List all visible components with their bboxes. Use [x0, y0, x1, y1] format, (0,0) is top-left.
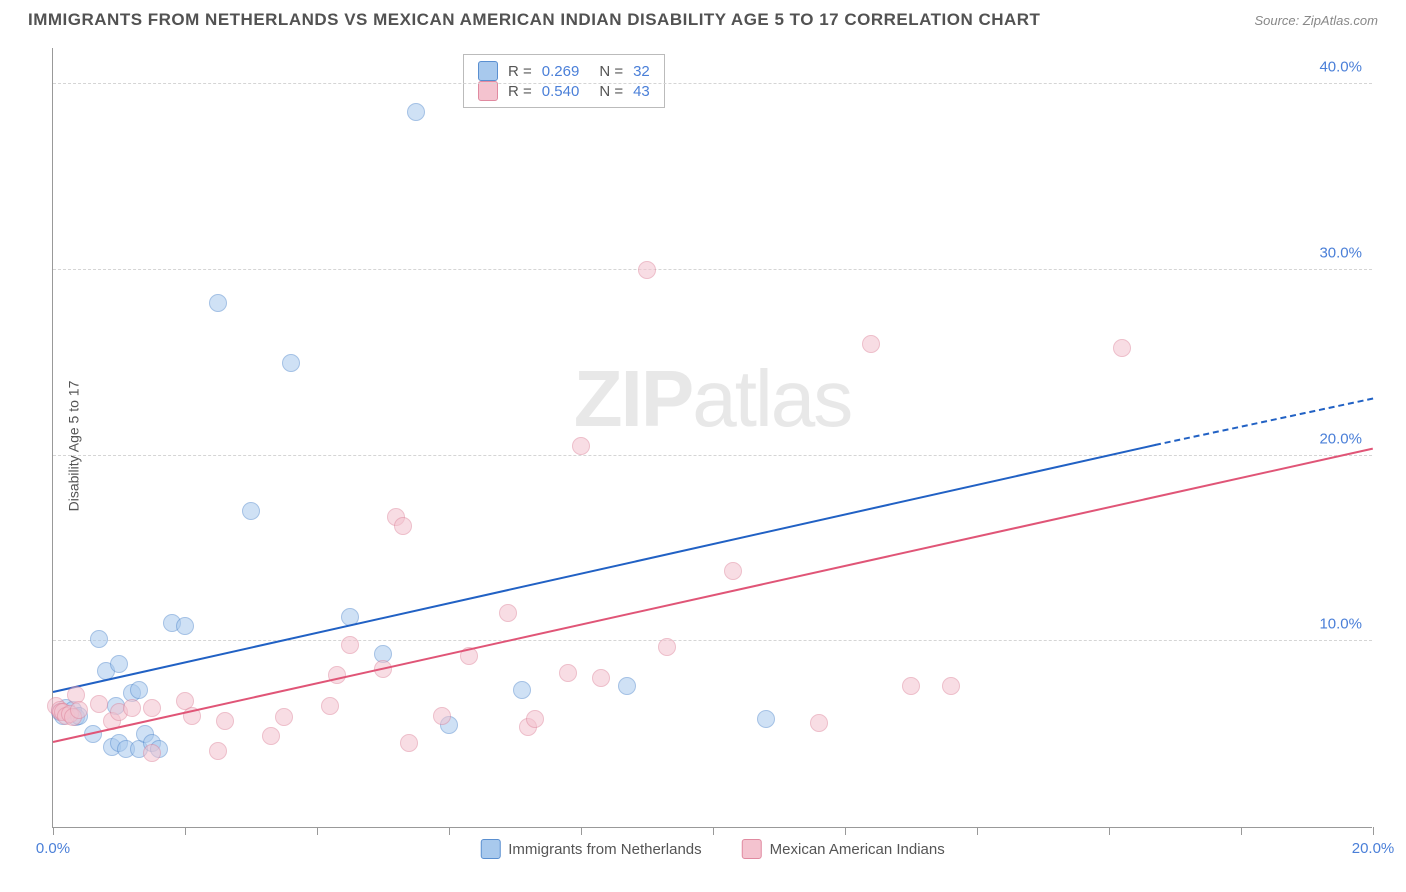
series-label: Mexican American Indians — [770, 841, 945, 858]
r-value: 0.540 — [542, 83, 580, 100]
y-tick-label: 20.0% — [1319, 430, 1362, 447]
data-point — [70, 701, 88, 719]
x-tick — [845, 827, 846, 835]
legend-swatch — [742, 839, 762, 859]
n-label: N = — [599, 63, 623, 80]
data-point — [110, 655, 128, 673]
n-value: 32 — [633, 63, 650, 80]
data-point — [513, 681, 531, 699]
series-legend-item: Immigrants from Netherlands — [480, 839, 701, 859]
data-point — [176, 617, 194, 635]
data-point — [282, 354, 300, 372]
r-value: 0.269 — [542, 63, 580, 80]
gridline — [53, 640, 1372, 641]
data-point — [275, 708, 293, 726]
x-tick-label: 20.0% — [1352, 840, 1395, 857]
r-label: R = — [508, 63, 532, 80]
watermark-rest: atlas — [692, 354, 851, 443]
data-point — [143, 699, 161, 717]
data-point — [242, 502, 260, 520]
data-point — [433, 707, 451, 725]
data-point — [559, 664, 577, 682]
data-point — [572, 437, 590, 455]
gridline — [53, 269, 1372, 270]
watermark: ZIPatlas — [574, 353, 851, 445]
x-tick — [449, 827, 450, 835]
series-legend-item: Mexican American Indians — [742, 839, 945, 859]
data-point — [209, 294, 227, 312]
source-attribution: Source: ZipAtlas.com — [1254, 13, 1378, 28]
data-point — [209, 742, 227, 760]
trend-line — [53, 448, 1373, 743]
source-prefix: Source: — [1254, 13, 1302, 28]
data-point — [862, 335, 880, 353]
y-tick-label: 30.0% — [1319, 244, 1362, 261]
stats-legend: R = 0.269 N = 32 R = 0.540 N = 43 — [463, 54, 665, 108]
data-point — [130, 681, 148, 699]
data-point — [638, 261, 656, 279]
data-point — [724, 562, 742, 580]
x-tick — [53, 827, 54, 835]
gridline — [53, 455, 1372, 456]
data-point — [618, 677, 636, 695]
data-point — [902, 677, 920, 695]
r-label: R = — [508, 83, 532, 100]
x-tick — [1373, 827, 1374, 835]
x-tick — [1241, 827, 1242, 835]
series-legend: Immigrants from Netherlands Mexican Ameri… — [480, 839, 945, 859]
data-point — [262, 727, 280, 745]
legend-swatch — [478, 61, 498, 81]
x-tick — [317, 827, 318, 835]
x-tick — [713, 827, 714, 835]
y-tick-label: 10.0% — [1319, 616, 1362, 633]
data-point — [321, 697, 339, 715]
data-point — [341, 636, 359, 654]
data-point — [658, 638, 676, 656]
data-point — [216, 712, 234, 730]
data-point — [526, 710, 544, 728]
data-point — [757, 710, 775, 728]
data-point — [810, 714, 828, 732]
data-point — [394, 517, 412, 535]
data-point — [499, 604, 517, 622]
data-point — [143, 744, 161, 762]
x-tick — [977, 827, 978, 835]
x-tick — [581, 827, 582, 835]
trend-line — [53, 444, 1156, 693]
y-tick-label: 40.0% — [1319, 59, 1362, 76]
gridline — [53, 83, 1372, 84]
n-label: N = — [599, 83, 623, 100]
data-point — [592, 669, 610, 687]
watermark-bold: ZIP — [574, 354, 692, 443]
x-tick — [185, 827, 186, 835]
stats-legend-row: R = 0.269 N = 32 — [478, 61, 650, 81]
n-value: 43 — [633, 83, 650, 100]
data-point — [942, 677, 960, 695]
chart-title: IMMIGRANTS FROM NETHERLANDS VS MEXICAN A… — [28, 10, 1040, 30]
data-point — [1113, 339, 1131, 357]
data-point — [400, 734, 418, 752]
x-tick-label: 0.0% — [36, 840, 70, 857]
legend-swatch — [480, 839, 500, 859]
data-point — [90, 630, 108, 648]
x-tick — [1109, 827, 1110, 835]
data-point — [123, 699, 141, 717]
data-point — [407, 103, 425, 121]
source-name: ZipAtlas.com — [1303, 13, 1378, 28]
series-label: Immigrants from Netherlands — [508, 841, 701, 858]
data-point — [90, 695, 108, 713]
plot-area: ZIPatlas R =0.269N =32R =0.540N =43 Immi… — [52, 48, 1372, 828]
